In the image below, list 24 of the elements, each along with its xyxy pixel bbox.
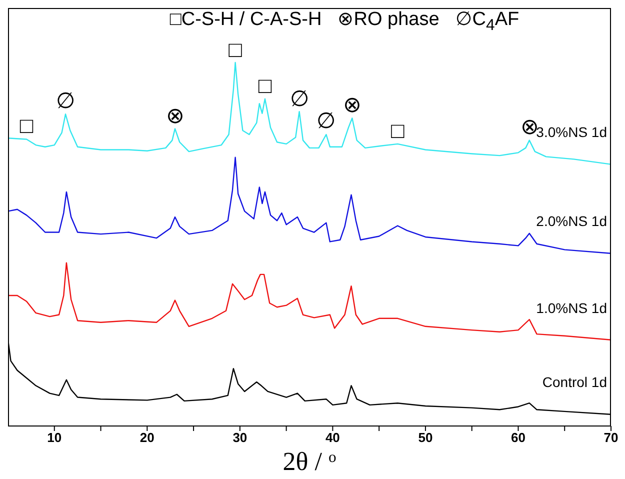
x-tick-label: 30 xyxy=(232,430,248,446)
annotation: □ xyxy=(18,113,34,138)
annotation: ⊗ xyxy=(342,92,362,118)
annotation: ∅ xyxy=(55,88,76,114)
x-tick-label: 40 xyxy=(325,430,340,446)
series-label: 2.0%NS 1d xyxy=(536,213,607,230)
annotation: □ xyxy=(257,72,273,98)
annotation: ⊗ xyxy=(164,102,185,128)
x-axis-title: 2θ / $^{o}$ xyxy=(282,447,336,476)
annotation: □ xyxy=(390,118,406,143)
x-tick-label: 10 xyxy=(47,430,62,446)
annotation: □ xyxy=(228,36,243,62)
series-label: Control 1d xyxy=(542,374,607,390)
series-label: 3.0%NS 1d xyxy=(536,124,607,140)
x-tick-label: 50 xyxy=(418,430,433,446)
x-tick-label: 70 xyxy=(604,430,618,446)
text: ⊗RO phase xyxy=(338,9,440,30)
annotation: ∅ xyxy=(316,108,337,134)
x-tick-label: 60 xyxy=(510,430,526,446)
text: □C-S-H / C-A-S-H xyxy=(170,9,322,30)
x-tick-label: 20 xyxy=(140,430,154,446)
text: ∅C$_{4}$AF xyxy=(455,9,520,34)
annotation: ∅ xyxy=(288,86,310,111)
series-label: 1.0%NS 1d xyxy=(536,300,607,316)
